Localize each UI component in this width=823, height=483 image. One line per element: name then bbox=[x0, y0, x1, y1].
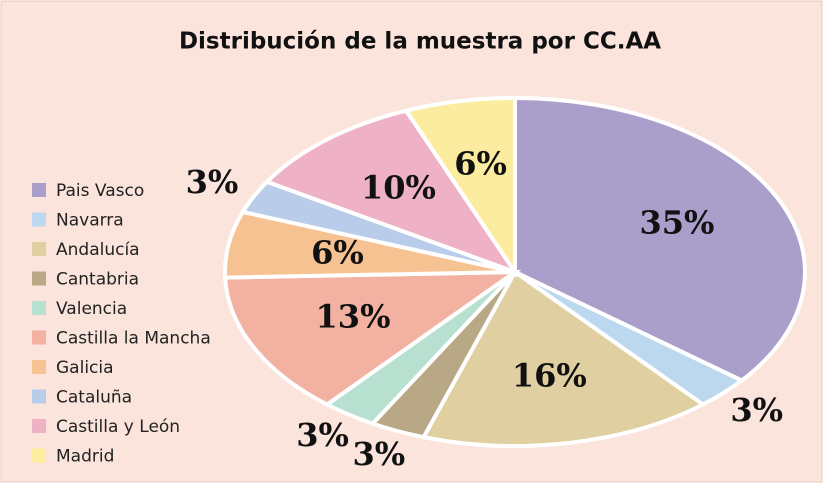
pie-slice bbox=[513, 95, 807, 383]
data-label: 3% bbox=[186, 163, 239, 201]
legend-label: Pais Vasco bbox=[56, 181, 144, 201]
pie-slice bbox=[263, 108, 521, 276]
legend-label: Madrid bbox=[56, 447, 114, 467]
legend-swatch bbox=[32, 360, 46, 374]
legend-label: Castilla la Mancha bbox=[56, 329, 211, 349]
legend-label: Galicia bbox=[56, 358, 114, 378]
data-label: 6% bbox=[311, 233, 364, 271]
data-label: 13% bbox=[316, 297, 391, 335]
legend-swatch bbox=[32, 330, 46, 345]
data-label: 6% bbox=[454, 145, 507, 183]
legend-swatch bbox=[32, 389, 46, 404]
legend-swatch bbox=[32, 212, 46, 227]
legend-swatch bbox=[32, 183, 46, 197]
legend-label: Navarra bbox=[56, 211, 124, 231]
data-label: 3% bbox=[730, 391, 783, 429]
legend-label: Valencia bbox=[56, 299, 127, 319]
data-label: 3% bbox=[352, 435, 405, 473]
data-label: 10% bbox=[361, 168, 436, 206]
legend-swatch bbox=[32, 301, 46, 315]
legend-swatch bbox=[32, 271, 46, 286]
legend-label: Andalucía bbox=[56, 240, 140, 260]
pie-slice bbox=[402, 95, 517, 279]
legend-label: Cataluña bbox=[56, 388, 132, 408]
data-label: 16% bbox=[512, 356, 587, 394]
legend-swatch bbox=[32, 419, 46, 433]
legend-swatch bbox=[32, 448, 46, 463]
data-label: 35% bbox=[640, 204, 715, 242]
chart-title: Distribución de la muestra por CC.AA bbox=[179, 29, 661, 55]
data-label: 3% bbox=[296, 416, 349, 454]
pie-slice bbox=[420, 269, 707, 448]
legend-label: Cantabria bbox=[56, 270, 139, 290]
legend-label: Castilla y León bbox=[56, 417, 180, 437]
pie-slice bbox=[223, 269, 522, 407]
legend-swatch bbox=[32, 242, 46, 256]
